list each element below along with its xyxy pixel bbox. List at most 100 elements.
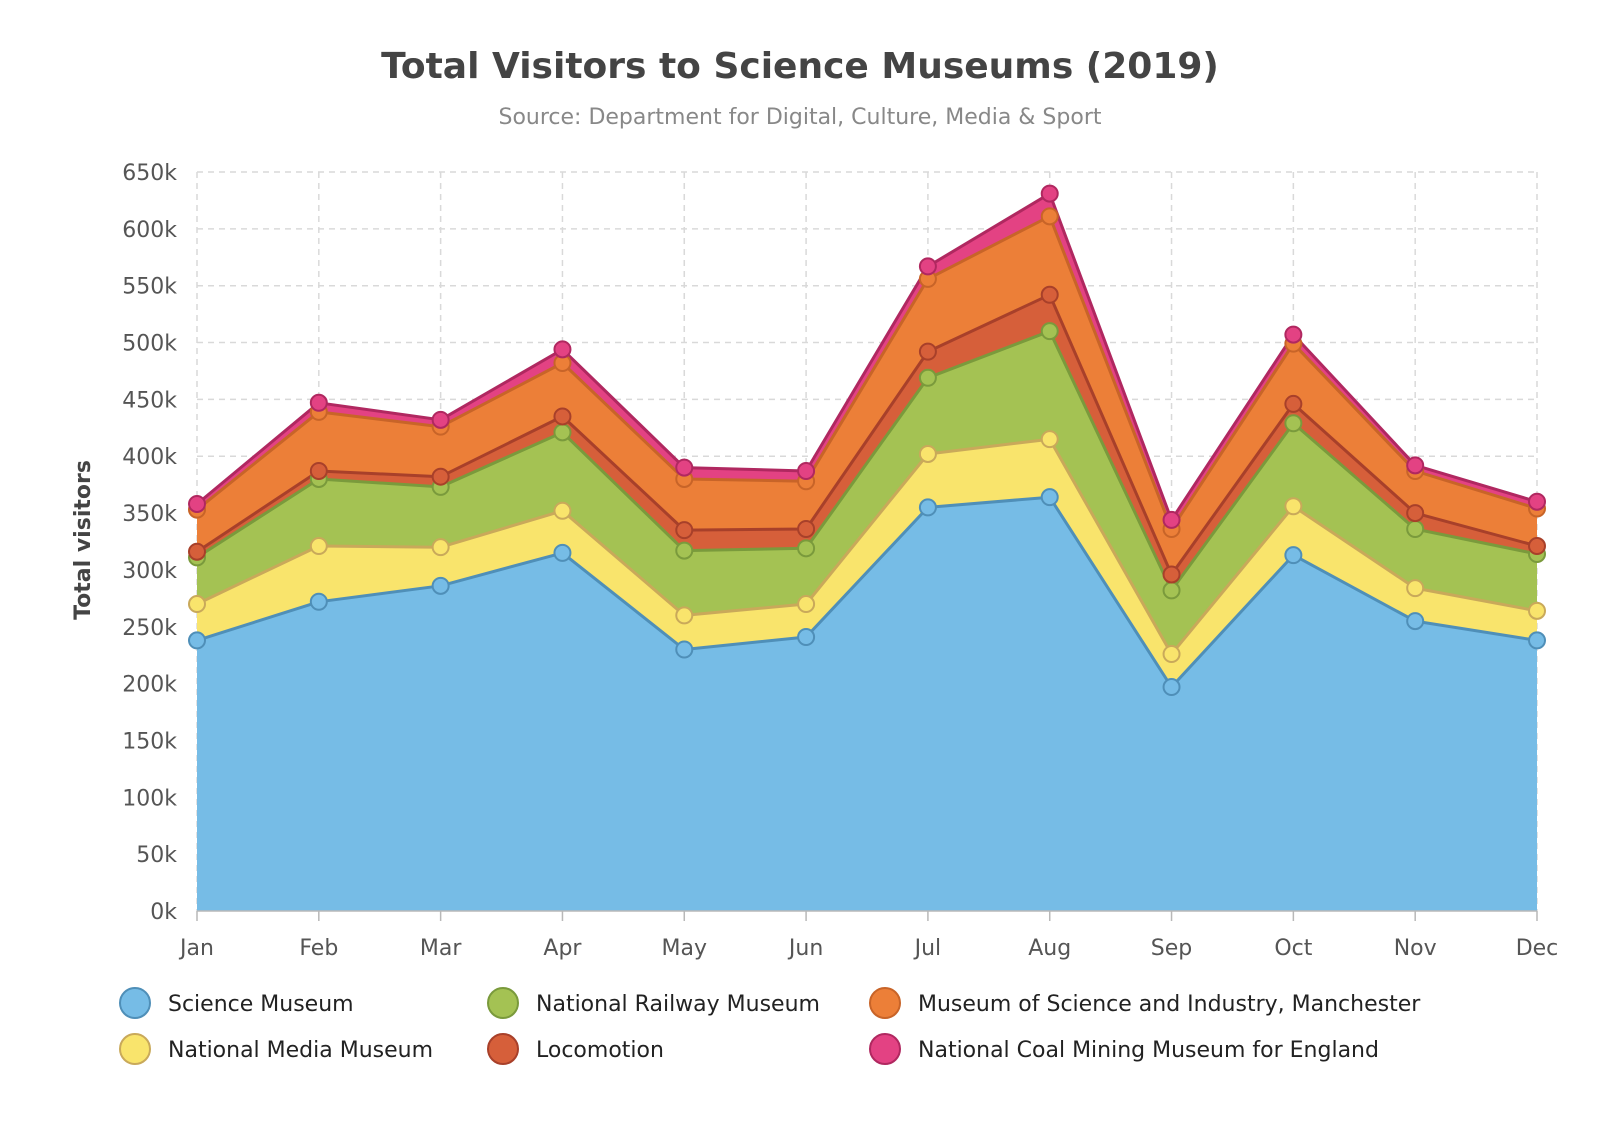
legend-item[interactable]: National Coal Mining Museum for England [869,1033,1379,1065]
data-point[interactable] [553,501,572,520]
data-point[interactable] [188,631,206,650]
series-line-1 [196,495,1538,689]
data-point[interactable] [1406,519,1425,538]
data-point[interactable] [675,606,694,625]
legend-label: National Railway Museum [536,992,820,1017]
data-point[interactable] [431,538,450,557]
legend-swatch [869,987,901,1019]
data-point[interactable] [675,640,694,659]
data-point[interactable] [1040,285,1059,304]
legend-swatch [487,1033,519,1065]
data-point[interactable] [918,498,937,517]
data-point[interactable] [431,467,450,486]
x-tick-label: Jun [787,936,823,961]
legend-swatch [869,1033,901,1065]
x-tick-label: Dec [1516,936,1559,961]
data-point[interactable] [1406,504,1425,523]
data-point[interactable] [1406,456,1425,475]
data-point[interactable] [797,595,816,614]
data-point[interactable] [553,423,572,442]
markers-group [188,184,1546,697]
data-point[interactable] [553,340,572,359]
y-tick-label: 550k [122,275,177,300]
legend-swatch [119,987,151,1019]
legend-label: Locomotion [536,1038,664,1063]
data-point[interactable] [797,462,816,481]
data-point[interactable] [1040,207,1059,226]
legend-label: Science Museum [168,992,354,1017]
data-point[interactable] [1284,546,1303,565]
axes: 0k 50k 100k 150k 200k 250k 300k 350k 400k 450k 500… [122,161,1558,961]
area-series-2 [197,439,1537,687]
y-tick-label: 0k [150,900,177,925]
series-line-3 [196,329,1538,592]
data-point[interactable] [1162,581,1181,600]
data-point[interactable] [1162,645,1181,664]
data-point[interactable] [797,519,816,538]
data-point[interactable] [797,628,816,647]
data-point[interactable] [431,576,450,595]
data-point[interactable] [918,444,937,463]
data-point[interactable] [1284,394,1303,413]
chart-subtitle: Source: Department for Digital, Culture,… [498,105,1101,130]
y-tick-label: 200k [122,673,177,698]
y-tick-label: 50k [136,843,177,868]
legend-item[interactable]: Science Museum [119,987,354,1019]
data-point[interactable] [918,368,937,387]
data-point[interactable] [1406,612,1425,631]
legend-label: National Coal Mining Museum for England [918,1038,1379,1063]
line-series-group [196,192,1538,689]
series-line-5 [196,214,1538,531]
legend-item[interactable]: Locomotion [487,1033,664,1065]
legend-item[interactable]: National Railway Museum [487,987,820,1019]
data-point[interactable] [1528,631,1546,650]
data-point[interactable] [1528,601,1546,620]
data-point[interactable] [797,539,816,558]
data-point[interactable] [1162,678,1181,697]
x-tick-label: Aug [1028,936,1071,961]
data-point[interactable] [188,595,206,614]
data-point[interactable] [675,458,694,477]
data-point[interactable] [1162,565,1181,584]
x-tick-label: Nov [1394,936,1437,961]
data-point[interactable] [309,462,328,481]
data-point[interactable] [1040,322,1059,341]
legend: Science Museum National Media Museum Natio… [119,987,1421,1065]
data-point[interactable] [309,393,328,412]
data-point[interactable] [1284,497,1303,516]
data-point[interactable] [553,407,572,426]
y-tick-label: 300k [122,559,177,584]
y-tick-label: 650k [122,161,177,186]
data-point[interactable] [918,257,937,276]
data-point[interactable] [1040,184,1059,203]
data-point[interactable] [1162,510,1181,529]
data-point[interactable] [188,494,206,513]
y-tick-label: 250k [122,616,177,641]
data-point[interactable] [675,541,694,560]
chart-title: Total Visitors to Science Museums (2019) [381,46,1219,87]
data-point[interactable] [309,592,328,611]
data-point[interactable] [188,542,206,561]
data-point[interactable] [675,521,694,540]
legend-item[interactable]: National Media Museum [119,1033,433,1065]
data-point[interactable] [553,543,572,562]
data-point[interactable] [309,537,328,556]
x-tick-label: Apr [543,936,582,961]
data-point[interactable] [1406,579,1425,598]
data-point[interactable] [1528,492,1546,511]
legend-item[interactable]: Museum of Science and Industry, Manchest… [869,987,1421,1019]
data-point[interactable] [1528,537,1546,556]
y-tick-label: 350k [122,502,177,527]
data-point[interactable] [918,342,937,361]
data-point[interactable] [1284,414,1303,433]
y-tick-label: 400k [122,445,177,470]
y-axis-label: Total visitors [71,460,96,620]
data-point[interactable] [1284,325,1303,344]
data-point[interactable] [431,410,450,429]
y-tick-label: 450k [122,388,177,413]
y-tick-label: 150k [122,729,177,754]
series-line-4 [196,293,1538,576]
data-point[interactable] [1040,430,1059,449]
series-line-6 [196,192,1538,522]
data-point[interactable] [1040,488,1059,507]
